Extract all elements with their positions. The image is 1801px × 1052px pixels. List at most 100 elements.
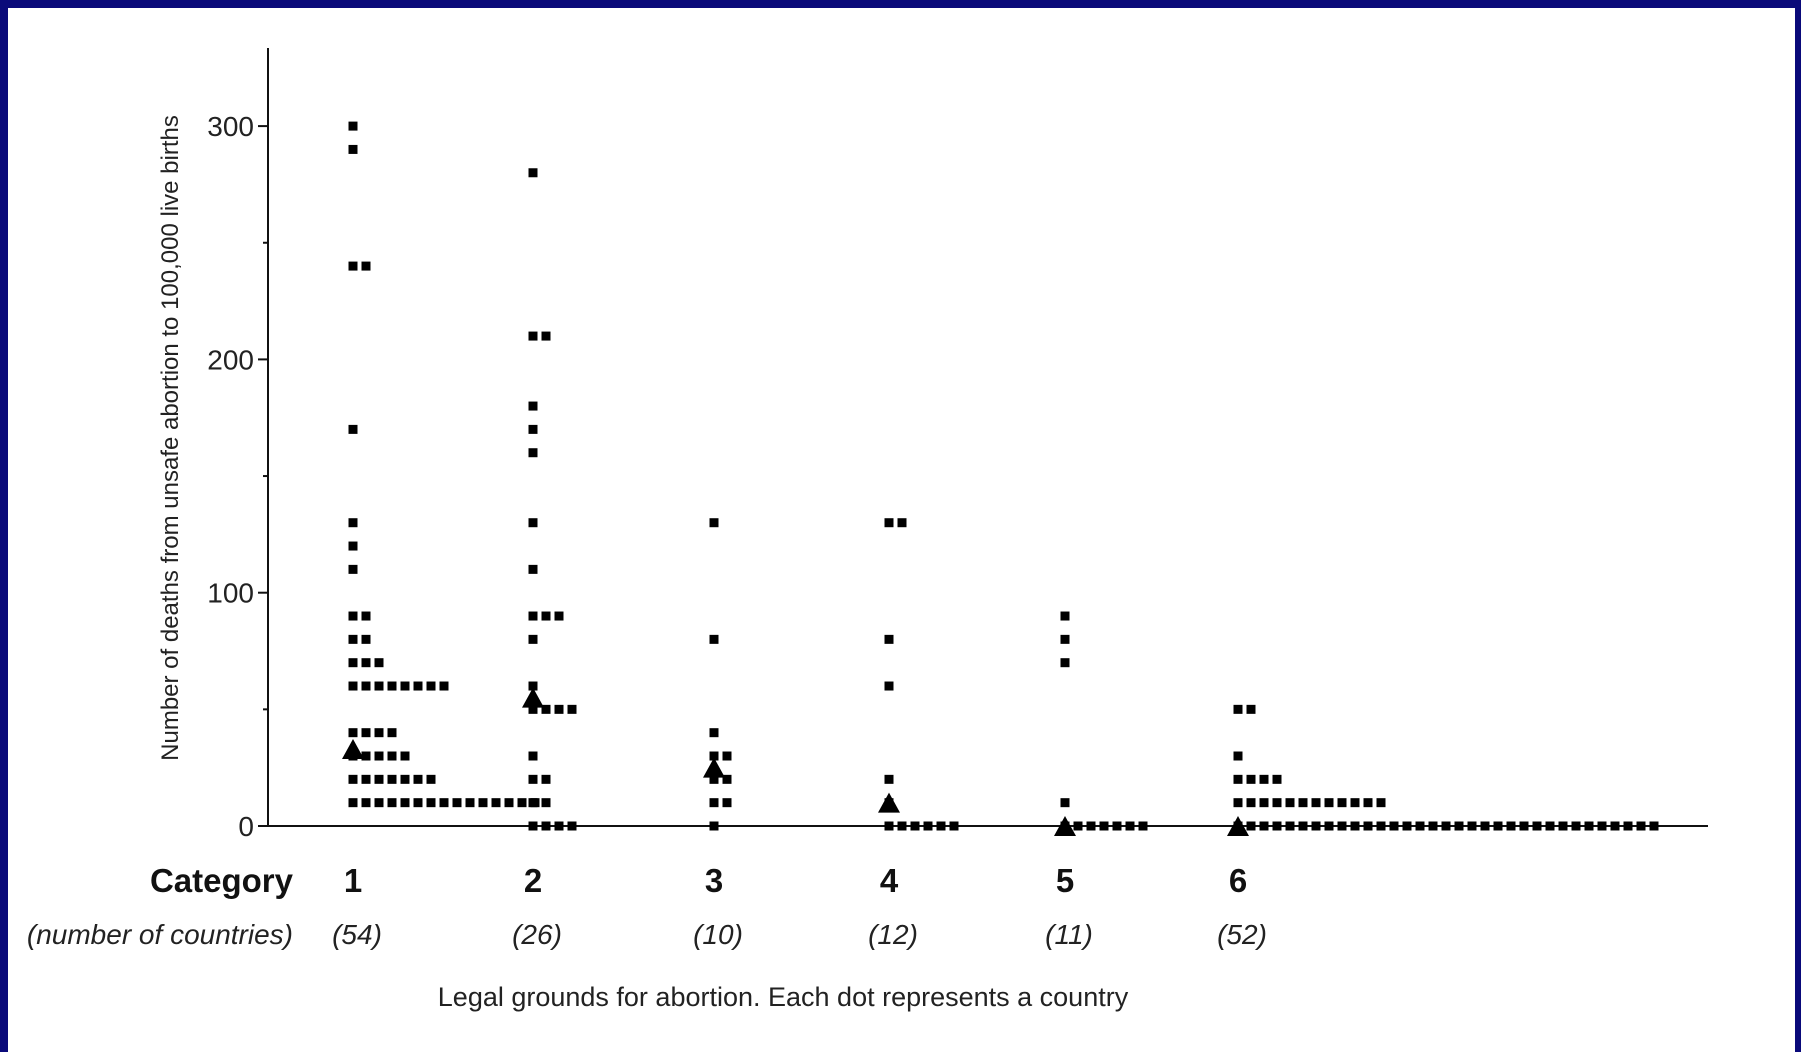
data-point [387,681,397,691]
data-point [722,774,732,784]
category-count: (12) [868,919,918,950]
data-point [348,611,358,621]
data-point [1125,821,1135,831]
data-point [1350,821,1360,831]
data-point [528,798,538,808]
data-point [517,798,527,808]
data-point [1363,798,1373,808]
data-point [1519,821,1529,831]
data-point [348,798,358,808]
data-point [709,798,719,808]
data-point [528,704,538,714]
data-point [1311,798,1321,808]
data-point [1441,821,1451,831]
data-point [387,751,397,761]
data-point [348,564,358,574]
data-point [348,774,358,784]
category-labels: 1 (54) 2 (26) 3 (10) 4 (12) 5 (11) 6 (52) [332,862,1267,950]
data-point [1298,821,1308,831]
category-count: (11) [1045,919,1093,950]
data-point [709,518,719,528]
data-point [348,634,358,644]
chart-frame: 0 100 200 300 Number of deaths from unsafe … [8,8,1795,1052]
data-point [528,424,538,434]
data-point [541,331,551,341]
data-point [1610,821,1620,831]
data-point [1558,821,1568,831]
data-point [361,681,371,691]
data-point [413,681,423,691]
data-point [1259,821,1269,831]
data-point [1246,774,1256,784]
data-point [528,518,538,528]
data-point [361,774,371,784]
data-point [1272,774,1282,784]
data-point [413,774,423,784]
data-point [361,798,371,808]
data-point [1376,821,1386,831]
data-point [361,728,371,738]
data-point [936,821,946,831]
data-point [1138,821,1148,831]
data-point [528,751,538,761]
data-point [439,798,449,808]
data-point [374,681,384,691]
data-point [361,634,371,644]
category-count: (54) [332,919,382,950]
data-point [1285,821,1295,831]
data-point [1073,821,1083,831]
data-point [884,518,894,528]
data-point [348,658,358,668]
data-point [541,821,551,831]
data-point [567,821,577,831]
data-point [923,821,933,831]
data-point [426,774,436,784]
data-point [361,261,371,271]
data-point [554,704,564,714]
data-point [1350,798,1360,808]
data-point [897,518,907,528]
y-tick-label: 0 [238,811,254,842]
category-count: (10) [693,919,743,950]
data-point [722,751,732,761]
data-point [1532,821,1542,831]
data-point [1363,821,1373,831]
x-axis-label: Legal grounds for abortion. Each dot rep… [438,982,1129,1012]
data-point [709,821,719,831]
category-label: 5 [1056,862,1074,899]
data-point [439,681,449,691]
data-point [541,704,551,714]
data-point [348,728,358,738]
data-point [1467,821,1477,831]
data-point [1545,821,1555,831]
data-point [1649,821,1659,831]
data-point [567,704,577,714]
y-tick-label: 200 [207,344,254,375]
data-point [1246,821,1256,831]
data-point [1112,821,1122,831]
data-point [528,168,538,178]
category-label: 2 [524,862,542,899]
data-point [1311,821,1321,831]
data-point [387,728,397,738]
data-point [1571,821,1581,831]
data-point [1337,798,1347,808]
data-point [528,401,538,411]
data-point [897,821,907,831]
data-point [1246,704,1256,714]
median-markers [342,687,1249,836]
data-point [400,751,410,761]
data-point [348,261,358,271]
data-point [426,681,436,691]
data-point [1389,821,1399,831]
data-point [361,658,371,668]
data-point [554,821,564,831]
data-point [1272,798,1282,808]
data-point [528,611,538,621]
data-point [1324,821,1334,831]
data-point [400,798,410,808]
data-point [426,798,436,808]
data-point [949,821,959,831]
data-point [374,658,384,668]
data-point [709,774,719,784]
